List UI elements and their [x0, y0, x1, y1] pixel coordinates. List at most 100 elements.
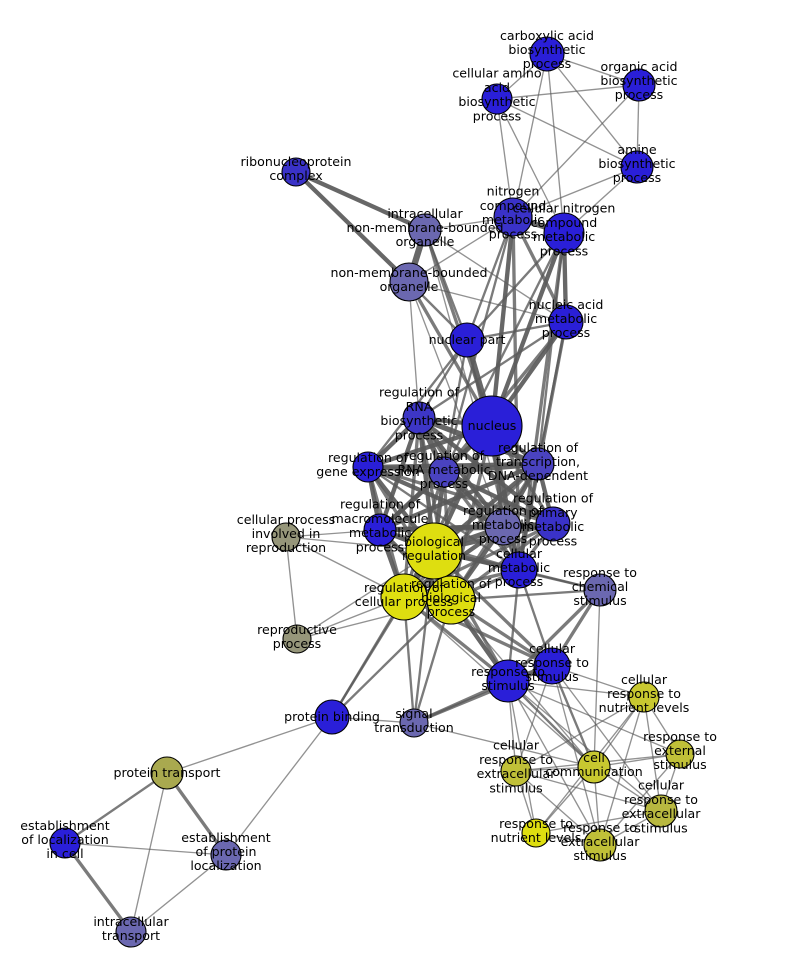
- graph-node-cellular_response_to_nutrient_levels[interactable]: [628, 681, 660, 713]
- graph-node-regulation_of_gene_expression[interactable]: [352, 451, 384, 483]
- graph-edge: [225, 716, 333, 856]
- graph-edge: [285, 536, 298, 640]
- graph-edge: [442, 338, 469, 474]
- graph-node-cellular_response_to_stimulus[interactable]: [533, 647, 571, 685]
- graph-edge: [377, 521, 556, 533]
- graph-edge: [165, 771, 228, 857]
- graph-edge: [496, 98, 565, 234]
- graph-edge: [496, 98, 514, 218]
- graph-node-organic_acid_biosynthetic_process[interactable]: [622, 68, 656, 102]
- graph-node-label: ribonucleoprotein complex: [241, 153, 352, 182]
- graph-node-label: regulation of primary metabolic process: [513, 490, 594, 548]
- graph-node-label: regulation of cellular process: [355, 579, 453, 608]
- graph-node-label: regulation of gene expression: [316, 449, 419, 478]
- label-layer: carboxylic acid biosynthetic process organi…: [20, 27, 717, 942]
- graph-edge: [408, 281, 567, 323]
- graph-edge: [535, 810, 662, 834]
- graph-node-cellular_process_involved_in_reproduction[interactable]: [271, 522, 301, 552]
- graph-edge: [515, 770, 662, 812]
- graph-node-establishment_of_localization_in_cell[interactable]: [49, 827, 81, 859]
- graph-node-cellular_metabolic_process[interactable]: [500, 551, 538, 589]
- graph-edge: [402, 416, 421, 599]
- graph-node-protein_transport[interactable]: [150, 756, 184, 790]
- graph-edge: [489, 214, 516, 429]
- graph-node-label: protein binding: [284, 709, 380, 724]
- graph-edge: [512, 53, 548, 218]
- graph-edge: [546, 53, 565, 234]
- node-layer[interactable]: [49, 36, 695, 948]
- graph-node-non_membrane_bounded_organelle[interactable]: [389, 262, 429, 302]
- graph-node-label: reproductive process: [257, 621, 337, 650]
- graph-edge: [506, 588, 602, 683]
- graph-edge: [442, 470, 521, 572]
- graph-node-intracellular_non_membrane_bounded_organelle[interactable]: [408, 213, 442, 247]
- graph-node-biological_regulation[interactable]: [405, 522, 463, 580]
- graph-edge: [377, 415, 422, 533]
- graph-edge: [536, 320, 568, 466]
- graph-edge: [441, 469, 556, 527]
- graph-node-protein_binding[interactable]: [314, 699, 350, 735]
- graph-node-cellular_response_to_external_stimulus[interactable]: [644, 794, 678, 828]
- graph-node-cell_communication[interactable]: [577, 750, 611, 784]
- graph-node-cellular_amino_acid_biosynthetic_process[interactable]: [481, 83, 513, 115]
- graph-edge: [330, 598, 453, 719]
- graph-node-label: cellular process involved in reproduction: [237, 511, 335, 554]
- graph-node-regulation_of_rna_biosynthetic_process[interactable]: [402, 401, 436, 435]
- graph-edge: [536, 231, 566, 466]
- graph-node-label: non-membrane-bounded organelle: [330, 264, 487, 293]
- graph-node-regulation_of_biological_process[interactable]: [426, 575, 476, 625]
- graph-node-cellular_nitrogen_compound_metabolic_process[interactable]: [543, 212, 585, 254]
- graph-node-nucleus[interactable]: [461, 395, 523, 457]
- graph-node-regulation_of_rna_metabolic_process[interactable]: [428, 456, 460, 488]
- graph-node-response_to_nutrient_levels[interactable]: [521, 818, 551, 848]
- graph-node-regulation_of_transcription_dna_dependent[interactable]: [521, 447, 555, 481]
- graph-edge: [511, 215, 568, 324]
- graph-edge: [507, 680, 645, 698]
- graph-edge: [408, 216, 514, 283]
- graph-edge: [599, 753, 681, 846]
- graph-node-regulation_of_macromolecule_metabolic_process[interactable]: [363, 513, 397, 547]
- graph-node-label: organic acid biosynthetic process: [600, 58, 677, 101]
- graph-node-nucleic_acid_metabolic_process[interactable]: [548, 304, 584, 340]
- graph-node-label: cellular metabolic process: [488, 545, 550, 588]
- graph-node-label: response to extracellular stimulus: [561, 819, 641, 862]
- graph-node-regulation_of_metabolic_process[interactable]: [484, 508, 522, 546]
- graph-node-carboxylic_acid_biosynthetic_process[interactable]: [529, 36, 565, 72]
- graph-node-intracellular_transport[interactable]: [115, 916, 147, 948]
- graph-edge: [424, 229, 567, 323]
- graph-node-cellular_response_to_extracellular_stimulus[interactable]: [500, 755, 532, 787]
- graph-node-reproductive_process[interactable]: [282, 624, 312, 654]
- graph-node-amine_biosynthetic_process[interactable]: [620, 150, 654, 184]
- graph-node-establishment_of_protein_localization[interactable]: [210, 839, 242, 871]
- graph-node-label: cellular response to stimulus: [515, 640, 589, 683]
- graph-edge: [130, 772, 168, 933]
- graph-edge: [442, 320, 568, 474]
- graph-node-response_to_chemical_stimulus[interactable]: [583, 573, 617, 607]
- graph-node-signal_transduction[interactable]: [399, 708, 429, 738]
- graph-node-response_to_external_stimulus[interactable]: [665, 739, 695, 769]
- graph-node-nitrogen_compound_metabolic_process[interactable]: [493, 197, 533, 237]
- graph-edge: [293, 169, 428, 233]
- graph-node-label: cellular response to extracellular stimulus: [477, 737, 557, 795]
- graph-edge: [412, 549, 436, 725]
- graph-node-response_to_extracellular_stimulus[interactable]: [583, 828, 617, 862]
- graph-edge: [551, 665, 662, 812]
- graph-node-label: response to stimulus: [471, 663, 545, 692]
- graph-edge: [63, 841, 133, 934]
- graph-node-response_to_stimulus[interactable]: [486, 659, 530, 703]
- graph-node-label: regulation of biological process: [411, 575, 492, 618]
- graph-edge: [512, 166, 638, 218]
- graph-edge: [465, 215, 515, 342]
- graph-node-label: nuclear part: [429, 332, 506, 347]
- graph-node-label: cellular amino acid biosynthetic process: [452, 65, 542, 123]
- graph-node-nuclear_part[interactable]: [449, 322, 485, 358]
- graph-node-label: amine biosynthetic process: [598, 141, 675, 184]
- graph-node-label: regulation of macromolecule metabolic proce…: [332, 496, 429, 554]
- graph-edge: [512, 84, 640, 218]
- graph-node-label: nitrogen compound metabolic process: [480, 183, 547, 241]
- graph-edge: [413, 722, 595, 768]
- graph-node-ribonucleoprotein_complex[interactable]: [281, 157, 311, 187]
- graph-edge: [546, 53, 638, 168]
- graph-node-regulation_of_primary_metabolic_process[interactable]: [535, 506, 571, 542]
